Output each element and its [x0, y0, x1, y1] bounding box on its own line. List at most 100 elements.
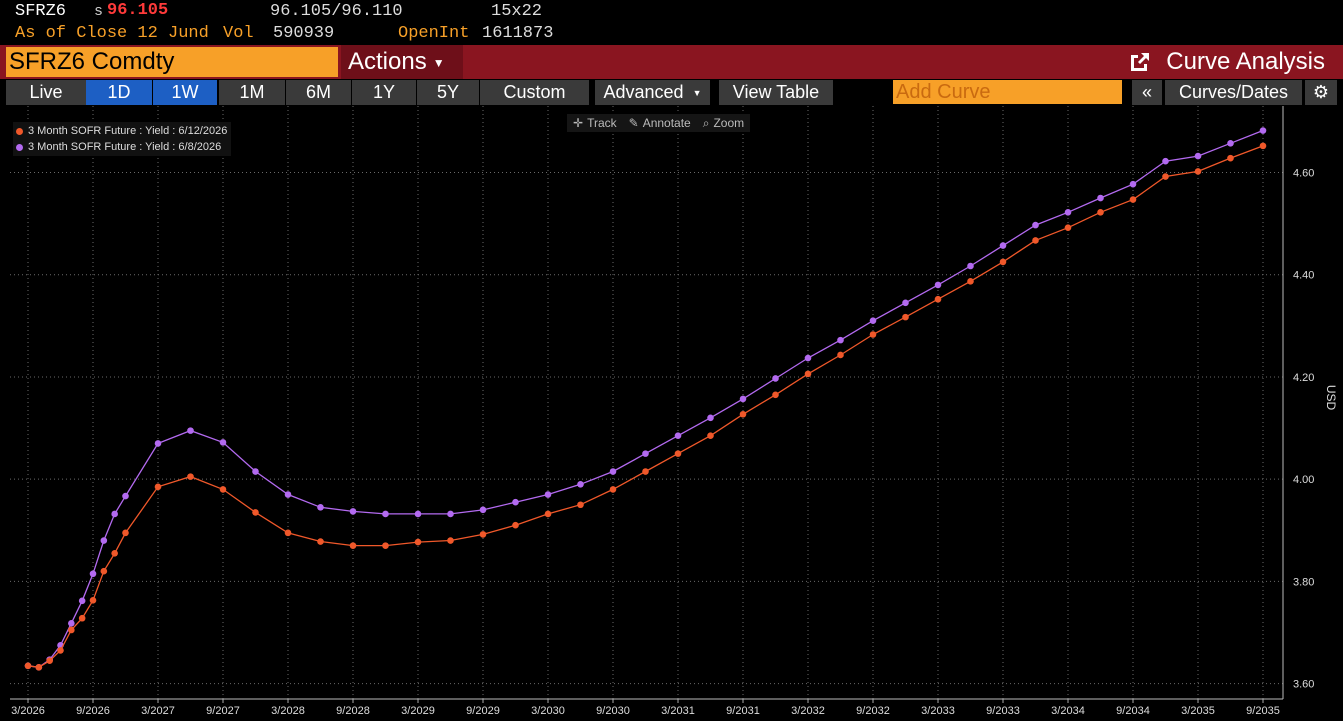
data-point-0	[837, 351, 844, 359]
external-link-icon[interactable]	[1128, 50, 1152, 74]
data-point-1	[219, 439, 227, 446]
data-point-0	[414, 538, 422, 546]
data-point-1	[544, 491, 552, 498]
caret-down-icon: ▼	[692, 87, 702, 98]
range-6m-button[interactable]: 6M	[286, 80, 351, 105]
track-tool[interactable]: ✛ Track	[573, 116, 617, 130]
data-point-0	[674, 450, 682, 457]
data-point-0	[707, 432, 714, 440]
data-point-1	[837, 336, 844, 344]
data-point-1	[707, 414, 714, 422]
x-tick-label: 3/2034	[1051, 705, 1085, 717]
data-point-0	[1227, 154, 1234, 162]
data-point-1	[111, 510, 118, 518]
y-tick-label: 4.40	[1293, 270, 1314, 282]
range-live-button[interactable]: Live	[6, 80, 86, 105]
data-point-1	[609, 468, 617, 475]
data-point-0	[154, 483, 162, 491]
data-point-0	[1162, 173, 1169, 180]
data-point-0	[869, 331, 877, 338]
add-curve-input[interactable]	[893, 80, 1122, 104]
view-table-button[interactable]: View Table	[719, 80, 833, 105]
collapse-button[interactable]: «	[1132, 80, 1162, 105]
data-point-0	[187, 473, 194, 480]
data-point-0	[111, 550, 118, 557]
data-point-1	[1194, 152, 1202, 160]
x-tick-label: 9/2031	[726, 705, 760, 717]
data-point-1	[122, 492, 129, 500]
range-5y-button[interactable]: 5Y	[417, 80, 479, 105]
data-point-1	[187, 427, 194, 434]
x-tick-label: 9/2034	[1116, 705, 1150, 717]
title-bar: SFRZ6 Comdty Actions ▼ Curve Analysis	[0, 45, 1343, 79]
legend-label-prior: 3 Month SOFR Future : Yield : 6/8/2026	[28, 141, 222, 153]
data-point-0	[1129, 196, 1137, 203]
data-point-1	[1162, 157, 1169, 165]
zoom-tool[interactable]: ⌕ Zoom	[703, 116, 744, 131]
legend-item-prior[interactable]: 3 Month SOFR Future : Yield : 6/8/2026	[16, 139, 227, 155]
x-tick-label: 3/2032	[791, 705, 825, 717]
range-1d-button[interactable]: 1D	[86, 80, 152, 105]
curve-chart[interactable]: 3.60 3.80 4.00 4.20 4.40 4.60 3/2026 9/2026 3/20…	[0, 106, 1343, 721]
x-tick-label: 9/2032	[856, 705, 890, 717]
actions-menu[interactable]: Actions ▼	[341, 45, 463, 79]
x-tick-label: 3/2027	[141, 705, 175, 717]
quote-size: 15x22	[491, 2, 543, 21]
data-point-1	[252, 468, 259, 475]
data-point-1	[1097, 194, 1104, 202]
data-point-0	[1032, 237, 1039, 244]
x-tick-label: 3/2030	[531, 705, 565, 717]
data-point-0	[284, 529, 292, 537]
range-custom-button[interactable]: Custom	[480, 80, 589, 105]
crosshair-icon: ✛	[573, 116, 584, 130]
data-point-1	[739, 395, 747, 403]
range-1m-button[interactable]: 1M	[219, 80, 285, 105]
data-point-0	[100, 567, 108, 575]
data-point-0	[1064, 224, 1072, 231]
data-point-1	[68, 620, 75, 627]
curves-dates-button[interactable]: Curves/Dates	[1165, 80, 1302, 105]
annotate-label: Annotate	[642, 116, 691, 130]
quote-vol-label: Vol	[223, 24, 254, 43]
gear-icon: ⚙	[1312, 82, 1330, 102]
settings-button[interactable]: ⚙	[1305, 80, 1337, 105]
data-point-1	[1259, 127, 1267, 134]
x-tick-label: 9/2027	[206, 705, 240, 717]
advanced-menu[interactable]: Advanced ▼	[595, 80, 710, 105]
chart-tools: ✛ Track ✎ Annotate ⌕ Zoom	[567, 114, 751, 132]
quote-volume: 590939	[273, 24, 335, 43]
legend-label-recent: 3 Month SOFR Future : Yield : 6/12/2026	[28, 125, 228, 137]
data-point-1	[447, 510, 454, 518]
quote-as-of: As of Close 12 Jund	[15, 24, 209, 43]
legend-item-recent[interactable]: 3 Month SOFR Future : Yield : 6/12/2026	[16, 123, 227, 139]
x-tick-label: 9/2030	[596, 705, 630, 717]
quote-header: SFRZ6 s 96.105 96.105/96.110 15x22 As of…	[0, 0, 1343, 46]
data-point-1	[1064, 209, 1072, 216]
annotate-tool[interactable]: ✎ Annotate	[629, 116, 691, 130]
x-tick-label: 9/2028	[336, 705, 370, 717]
actions-label: Actions	[348, 48, 427, 75]
data-point-0	[35, 664, 43, 671]
security-label: SFRZ6 Comdty	[9, 48, 175, 75]
y-axis-label: USD	[1324, 385, 1338, 411]
toolbar: Live 1D 1W 1M 6M 1Y 5Y Custom Advanced ▼…	[0, 79, 1343, 106]
data-point-0	[902, 313, 909, 321]
function-title-label: Curve Analysis	[1166, 48, 1325, 75]
data-point-0	[577, 501, 584, 509]
range-1y-button[interactable]: 1Y	[352, 80, 416, 105]
chart-area: 3.60 3.80 4.00 4.20 4.40 4.60 3/2026 9/2026 3/20…	[0, 106, 1343, 721]
data-point-0	[68, 626, 75, 634]
data-point-0	[967, 278, 974, 285]
data-point-0	[219, 486, 227, 493]
data-point-0	[999, 258, 1007, 266]
data-point-1	[934, 281, 942, 289]
security-field[interactable]: SFRZ6 Comdty	[6, 47, 338, 77]
data-point-1	[967, 262, 974, 270]
pencil-icon: ✎	[628, 116, 639, 130]
data-point-0	[24, 662, 32, 670]
x-tick-label: 3/2029	[401, 705, 435, 717]
data-point-1	[317, 503, 324, 511]
data-point-1	[1227, 140, 1234, 147]
range-1w-button[interactable]: 1W	[153, 80, 217, 105]
x-tick-label: 9/2026	[76, 705, 110, 717]
